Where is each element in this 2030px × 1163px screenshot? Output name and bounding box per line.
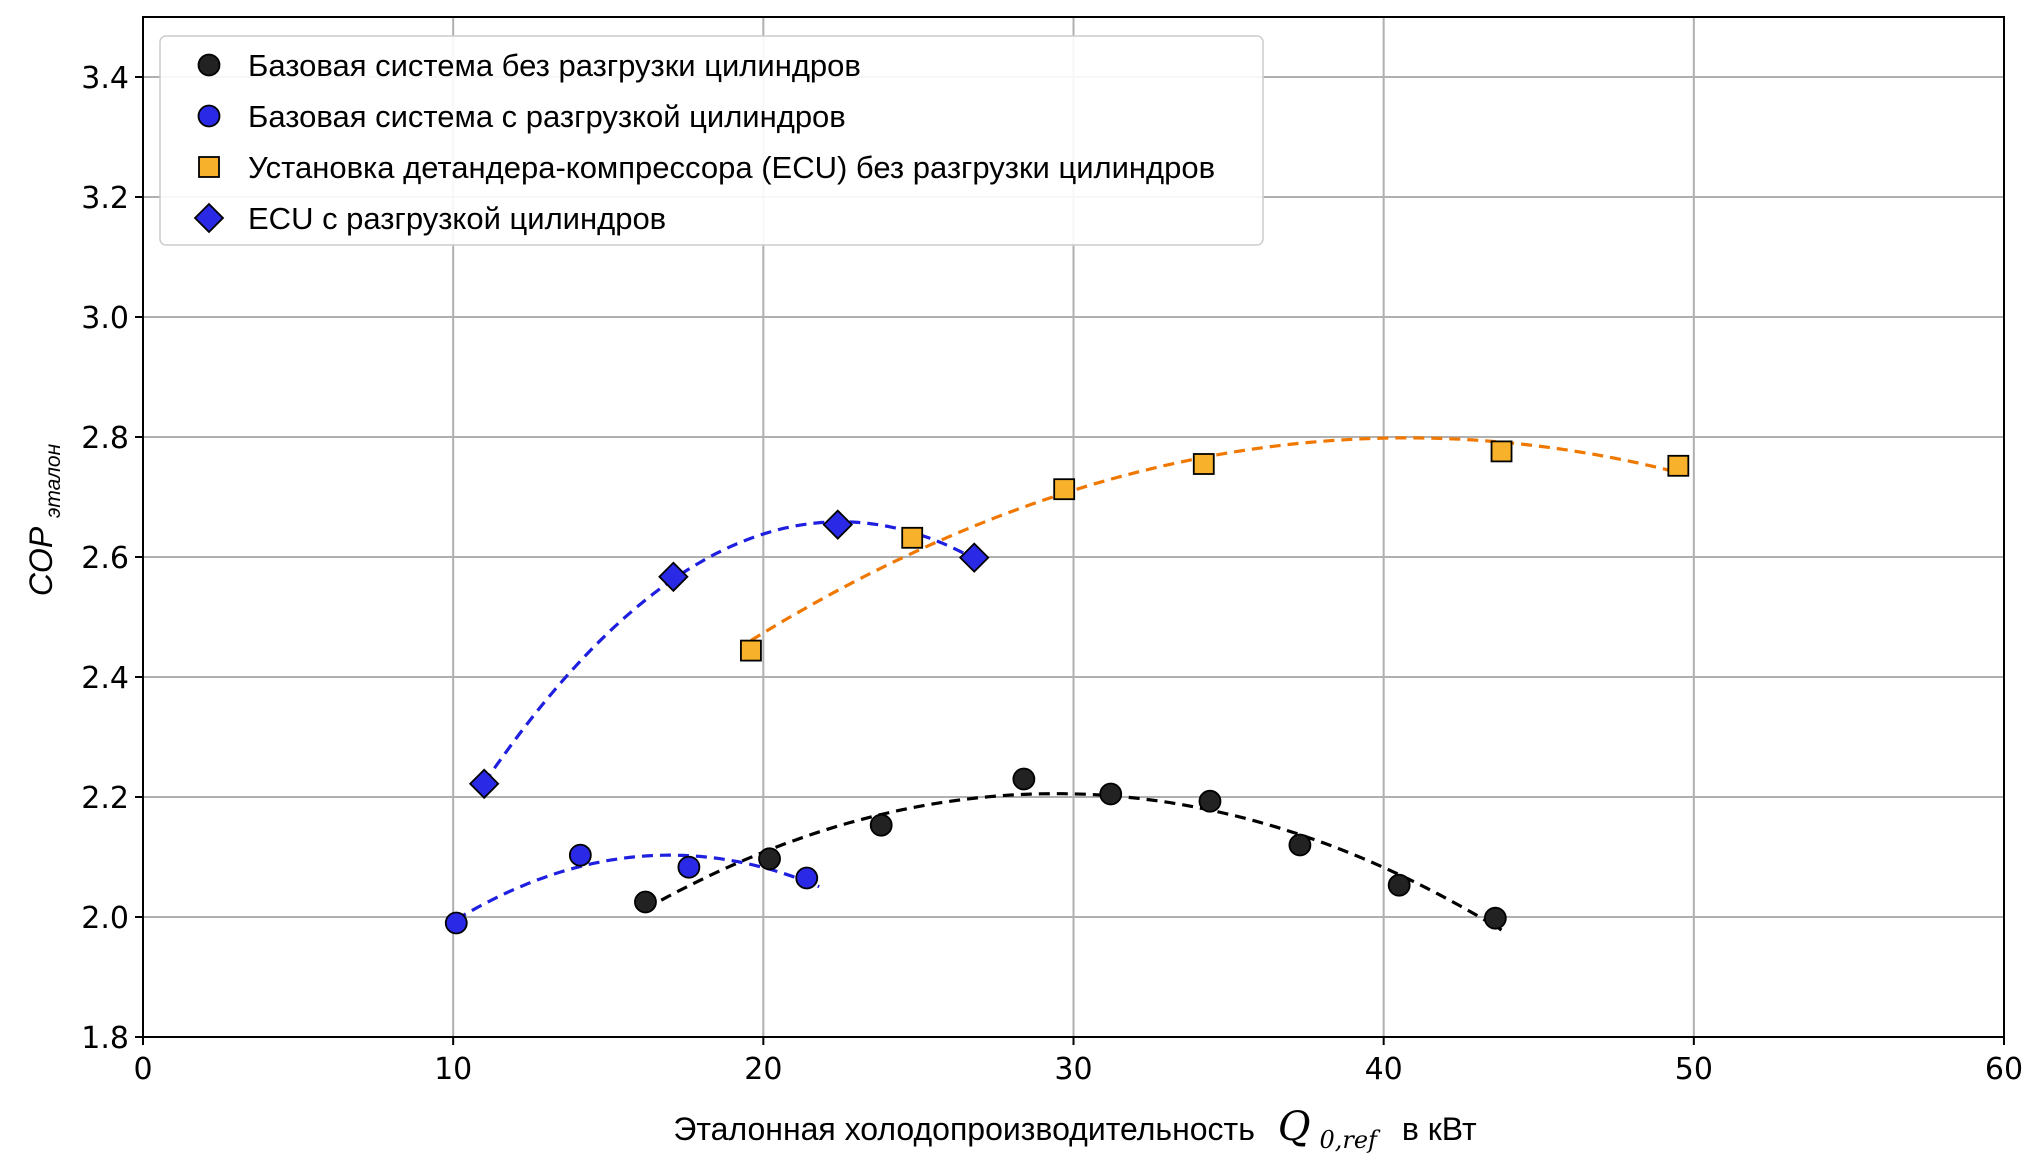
y-axis-title: COP эталон <box>23 443 65 596</box>
x-tick-label: 40 <box>1365 1052 1403 1087</box>
fit-curve-series-4 <box>482 520 975 785</box>
y-tick-label: 2.8 <box>81 421 129 456</box>
y-tick-label: 2.2 <box>81 781 129 816</box>
point-series-3 <box>1490 440 1513 463</box>
point-series-4 <box>822 509 854 540</box>
point-series-1 <box>1483 906 1507 930</box>
x-tick-label: 60 <box>1985 1052 2023 1087</box>
point-series-1 <box>758 847 781 871</box>
y-tick-label: 2.0 <box>81 901 129 936</box>
point-series-1 <box>634 890 657 914</box>
point-series-3 <box>1667 454 1690 477</box>
grid <box>142 17 2005 1038</box>
y-tick-label: 3.4 <box>81 61 129 96</box>
x-tick-label: 50 <box>1675 1052 1713 1087</box>
point-series-1 <box>1012 767 1036 791</box>
legend: Базовая система без разгрузки цилиндров Б… <box>159 35 1264 246</box>
point-series-1 <box>1387 873 1411 897</box>
point-series-3 <box>901 526 924 549</box>
y-tick-label: 2.6 <box>81 541 129 576</box>
x-axis-title: Эталонная холодопроизводительность Q 0,r… <box>673 1104 1477 1155</box>
x-axis-title-prefix: Эталонная холодопроизводительность <box>673 1111 1255 1147</box>
x-tick-label: 10 <box>434 1052 472 1087</box>
axis-ticks: 0 10 20 30 40 50 60 1.8 2.0 2.2 2.4 2.6 2.8 3.0 3.2 3.4 <box>81 61 2023 1087</box>
fit-curve-series-2 <box>455 853 820 921</box>
legend-label-2: Базовая система с разгрузкой цилиндров <box>248 99 846 134</box>
point-series-2 <box>568 843 592 867</box>
point-series-2 <box>795 866 819 890</box>
x-axis-title-suffix: в кВт <box>1402 1111 1477 1147</box>
x-axis-title-subscript: 0,ref <box>1319 1126 1381 1154</box>
legend-marker-1 <box>197 53 221 77</box>
point-series-1 <box>869 813 893 837</box>
point-series-4 <box>468 768 500 800</box>
legend-label-3: Установка детандера-компрессора (ECU) бе… <box>248 150 1215 185</box>
point-series-1 <box>1099 782 1123 806</box>
legend-label-1: Базовая система без разгрузки цилиндров <box>248 48 861 83</box>
point-series-3 <box>1053 478 1076 501</box>
point-series-3 <box>1192 453 1215 475</box>
x-tick-label: 20 <box>744 1052 782 1087</box>
point-series-3 <box>740 639 762 662</box>
legend-marker-4 <box>193 202 225 234</box>
fit-curve-series-1 <box>644 792 1503 932</box>
point-series-4 <box>658 561 689 593</box>
point-series-2 <box>677 855 701 879</box>
point-series-4 <box>958 542 990 573</box>
y-axis-title-subscript: эталон <box>42 443 65 518</box>
legend-marker-3 <box>198 156 220 178</box>
x-axis-title-symbol: Q <box>1278 1104 1311 1150</box>
legend-label-4: ECU с разгрузкой цилиндров <box>248 201 666 236</box>
x-tick-label: 30 <box>1054 1052 1092 1087</box>
y-axis-title-main: COP <box>23 526 59 596</box>
y-tick-label: 1.8 <box>81 1021 129 1056</box>
x-tick-label: 0 <box>133 1052 152 1087</box>
legend-marker-2 <box>197 104 221 128</box>
y-tick-label: 2.4 <box>81 661 129 696</box>
point-series-1 <box>1198 789 1222 813</box>
data-points <box>444 440 1690 935</box>
fit-curve-series-3 <box>750 436 1682 642</box>
y-tick-label: 3.0 <box>81 301 129 336</box>
legend-box <box>159 35 1264 246</box>
y-tick-label: 3.2 <box>81 181 129 216</box>
point-series-2 <box>444 911 468 935</box>
fit-curves <box>455 436 1682 932</box>
point-series-1 <box>1288 833 1312 857</box>
